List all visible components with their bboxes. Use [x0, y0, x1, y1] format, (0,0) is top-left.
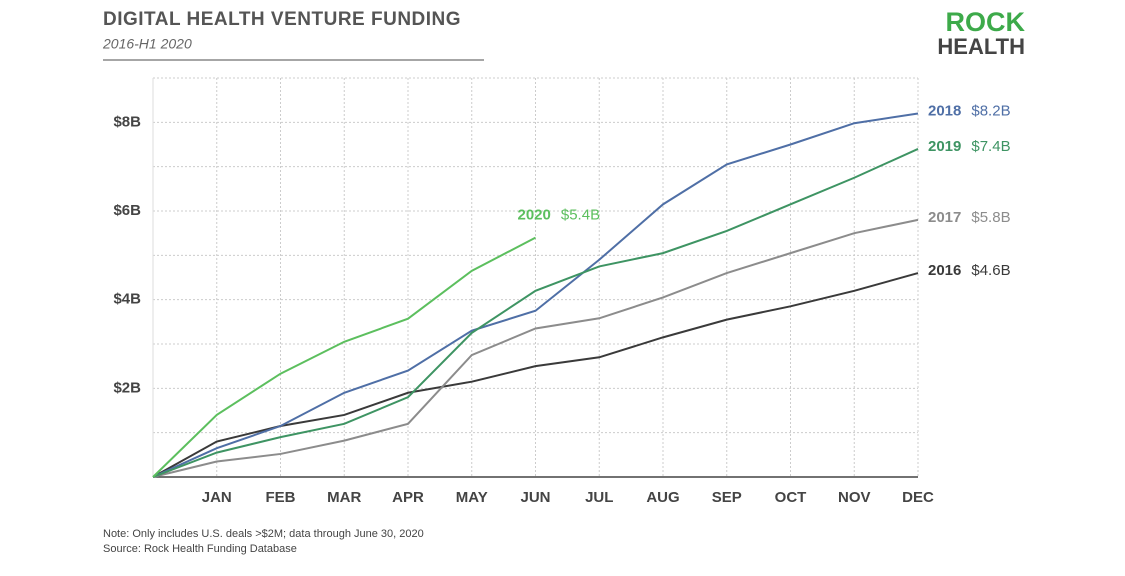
series-line	[152, 236, 536, 478]
chart-title: DIGITAL HEALTH VENTURE FUNDING	[103, 9, 461, 30]
chart-subtitle: 2016-H1 2020	[102, 36, 192, 52]
x-tick-label: APR	[392, 489, 424, 506]
logo-top: ROCK	[946, 7, 1026, 37]
series-value-label: $5.4B	[561, 207, 600, 224]
y-tick-label: $8B	[113, 113, 141, 130]
x-tick-label: DEC	[902, 489, 934, 506]
source: Source: Rock Health Funding Database	[103, 543, 297, 555]
y-tick-label: $4B	[113, 291, 141, 308]
series-name: 2017	[928, 209, 961, 226]
series-value-label: $5.8B	[971, 209, 1010, 226]
series-name: 2019	[928, 138, 961, 155]
x-tick-label: NOV	[838, 489, 871, 506]
x-tick-label: JUL	[585, 489, 613, 506]
x-tick-label: AUG	[646, 489, 679, 506]
series-name: 2018	[928, 102, 961, 119]
x-tick-label: SEP	[712, 489, 742, 506]
series-name: 2020	[518, 207, 551, 224]
series-line	[152, 218, 919, 478]
y-tick-label: $6B	[113, 202, 141, 219]
series-line	[152, 148, 919, 478]
x-tick-label: OCT	[775, 489, 807, 506]
series-line	[152, 112, 919, 478]
y-tick-label: $2B	[113, 379, 141, 396]
series-value-label: $7.4B	[971, 138, 1010, 155]
x-tick-label: FEB	[266, 489, 296, 506]
x-tick-label: MAY	[456, 489, 488, 506]
series-name: 2016	[928, 262, 961, 279]
x-tick-label: MAR	[327, 489, 361, 506]
x-tick-label: JAN	[202, 489, 232, 506]
note: Note: Only includes U.S. deals >$2M; dat…	[103, 528, 424, 540]
logo-bottom: HEALTH	[937, 34, 1025, 59]
x-tick-label: JUN	[520, 489, 550, 506]
series-value-label: $8.2B	[971, 102, 1010, 119]
series-value-label: $4.6B	[971, 262, 1010, 279]
